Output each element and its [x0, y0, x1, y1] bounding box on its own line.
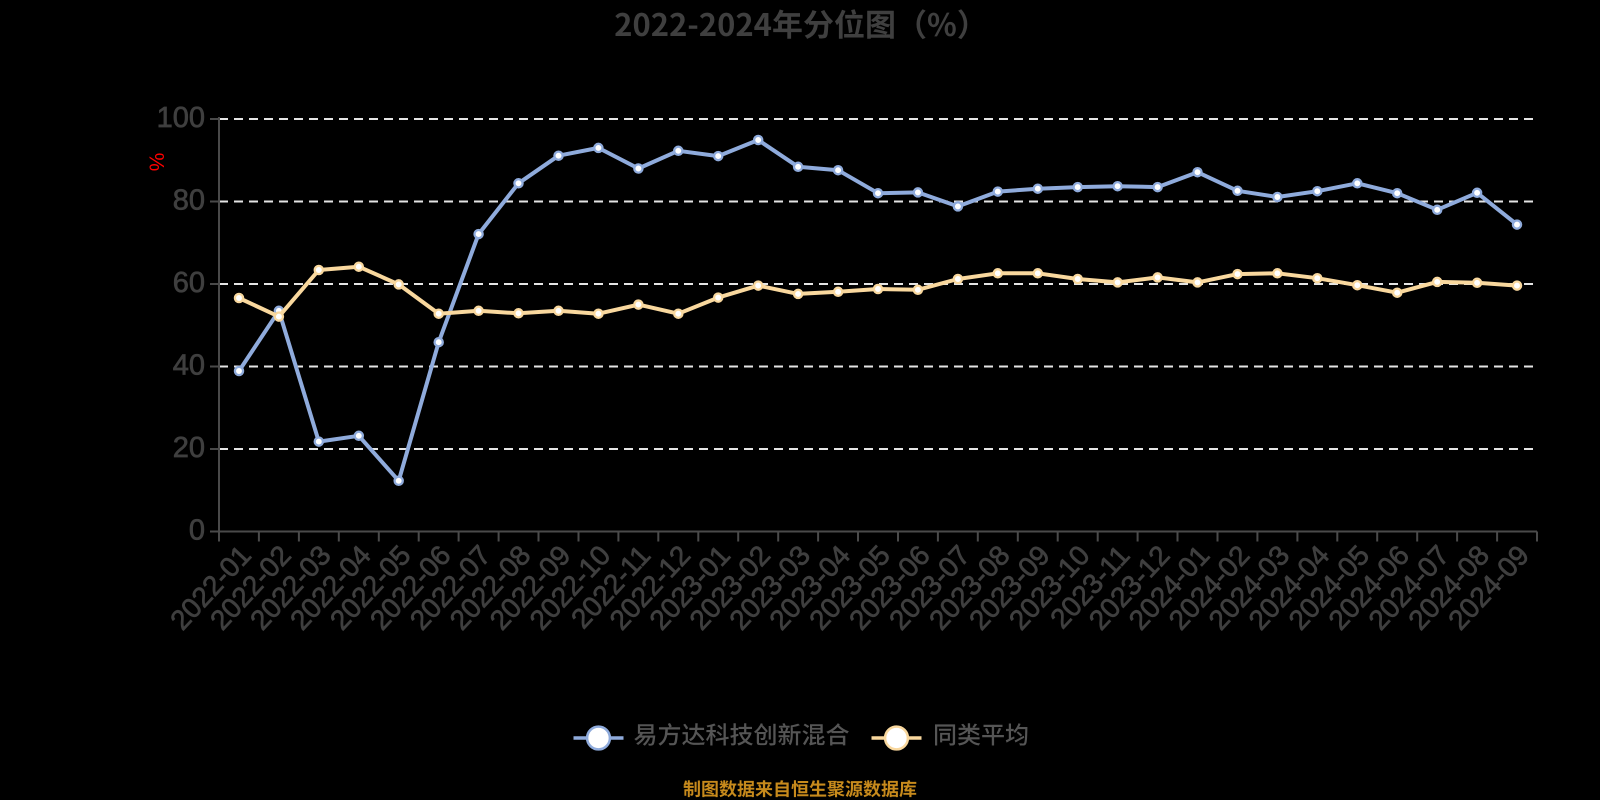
svg-text:80: 80: [173, 185, 205, 217]
svg-text:60: 60: [173, 267, 205, 299]
svg-text:100: 100: [157, 102, 205, 134]
svg-text:20: 20: [173, 432, 205, 464]
svg-text:0: 0: [189, 515, 205, 547]
svg-text:%: %: [145, 153, 168, 172]
svg-text:40: 40: [173, 350, 205, 382]
